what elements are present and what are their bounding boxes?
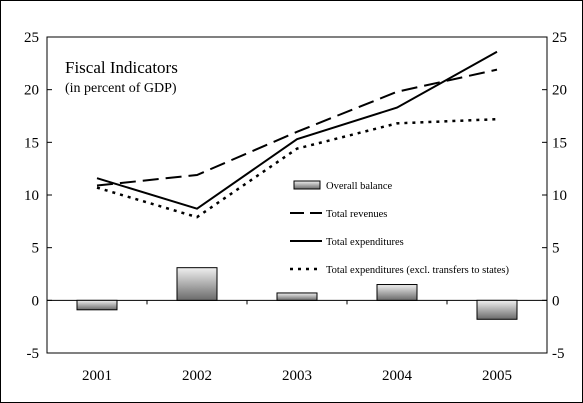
x-tick-label: 2001 bbox=[82, 368, 112, 384]
line-total-expenditures bbox=[96, 50, 498, 210]
x-tick-label: 2004 bbox=[382, 368, 413, 384]
legend-label-overall-balance: Overall balance bbox=[326, 181, 393, 192]
line-total-revenues bbox=[96, 68, 498, 187]
line-total-expenditures-excl-transfers-to-states bbox=[96, 117, 498, 219]
y-tick-label-right: 15 bbox=[552, 135, 567, 151]
chart-title: Fiscal Indicators bbox=[65, 58, 178, 77]
y-tick-label-right: 5 bbox=[552, 241, 560, 257]
x-tick-label: 2002 bbox=[182, 368, 212, 384]
x-tick-label: 2005 bbox=[482, 368, 512, 384]
y-tick-label-left: 0 bbox=[32, 293, 40, 309]
y-tick-label-right: 0 bbox=[552, 293, 560, 309]
y-tick-label-left: 10 bbox=[24, 188, 39, 204]
y-tick-label-right: 25 bbox=[552, 30, 567, 46]
bar-overall-balance bbox=[276, 292, 318, 301]
y-tick-label-left: 25 bbox=[24, 30, 39, 46]
y-tick-label-right: -5 bbox=[552, 346, 565, 362]
y-tick-label-left: 5 bbox=[32, 241, 40, 257]
bar-overall-balance bbox=[76, 299, 118, 311]
y-tick-label-left: -5 bbox=[27, 346, 40, 362]
legend-label-total-revenues: Total revenues bbox=[326, 209, 387, 220]
bar-overall-balance bbox=[476, 299, 518, 320]
legend-label-total-expenditures: Total expenditures bbox=[326, 237, 404, 248]
legend-label-total-expenditures-excl-transfers-to-states: Total expenditures (excl. transfers to s… bbox=[326, 265, 509, 276]
x-tick-label: 2003 bbox=[282, 368, 312, 384]
chart-subtitle: (in percent of GDP) bbox=[65, 81, 177, 96]
bar-overall-balance bbox=[376, 284, 418, 301]
bar-overall-balance bbox=[176, 267, 218, 301]
legend: Overall balance Total revenues Total expen… bbox=[290, 180, 509, 276]
y-tick-label-left: 15 bbox=[24, 135, 39, 151]
legend-swatch-overall-balance bbox=[293, 180, 321, 190]
y-tick-label-right: 10 bbox=[552, 188, 567, 204]
y-tick-label-right: 20 bbox=[552, 83, 567, 99]
y-tick-label-left: 20 bbox=[24, 83, 39, 99]
